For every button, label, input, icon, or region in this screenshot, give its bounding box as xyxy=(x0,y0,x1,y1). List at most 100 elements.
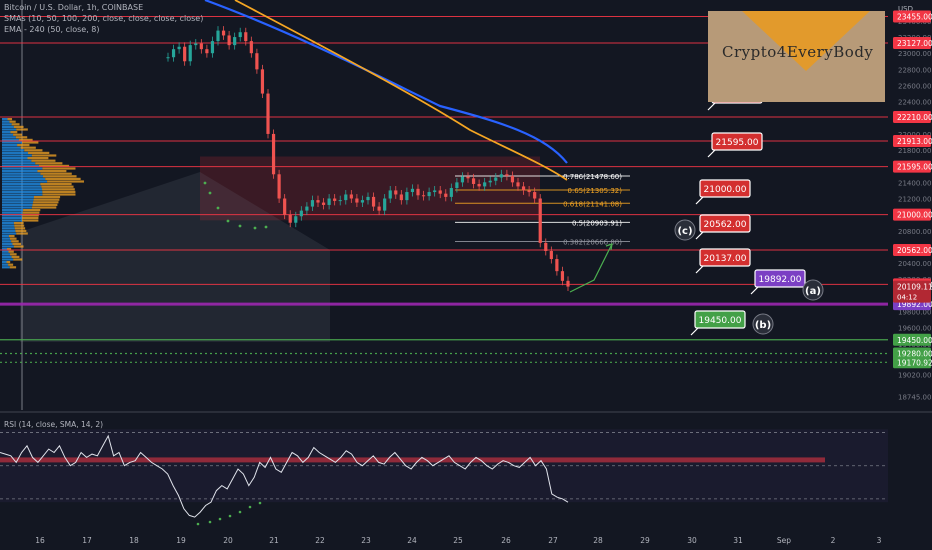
price-axis-tick: 21800.00 xyxy=(898,147,931,155)
time-axis-tick: Sep xyxy=(777,536,791,545)
candle-body xyxy=(499,174,503,178)
wave-label: (a) xyxy=(805,286,821,297)
time-axis-tick: 31 xyxy=(733,536,743,545)
volume-profile-bar xyxy=(2,266,10,269)
candle-body xyxy=(405,192,409,201)
candle-body xyxy=(477,183,481,187)
volume-profile-bar xyxy=(33,198,60,201)
candle-body xyxy=(416,188,420,196)
price-axis-label-bg xyxy=(893,36,931,49)
fib-level-label: 0.382(20666.80) xyxy=(563,239,622,247)
volume-profile-bar xyxy=(45,177,81,180)
volume-profile-bar xyxy=(2,250,9,253)
callout-box xyxy=(694,310,746,329)
volume-profile-bar xyxy=(2,242,13,245)
volume-profile-bar xyxy=(2,170,38,173)
candle-body xyxy=(177,46,181,50)
time-axis-tick: 20 xyxy=(223,536,233,545)
candle-body xyxy=(310,200,315,207)
candle-body xyxy=(538,198,542,243)
candle-body xyxy=(433,190,437,193)
divergence-dot xyxy=(264,225,268,229)
candle-body xyxy=(216,30,220,42)
price-axis-label: 21000.00 xyxy=(897,211,932,220)
callout-box xyxy=(699,248,751,267)
candle-body xyxy=(394,190,398,195)
watermark-text: Crypto4EveryBody xyxy=(722,43,874,61)
volume-profile-bar xyxy=(38,164,70,167)
price-layer xyxy=(166,0,613,293)
candle-body xyxy=(488,180,492,183)
volume-profile-bar xyxy=(2,138,19,141)
candle-body xyxy=(427,192,431,197)
price-axis-label: 23455.00 xyxy=(897,12,932,21)
price-axis-tick: 19800.00 xyxy=(898,309,931,317)
volume-profile-bar xyxy=(2,157,28,160)
volume-profile-bar xyxy=(2,227,15,230)
price-axis-label-bg xyxy=(893,244,931,257)
volume-profile-bar xyxy=(11,123,20,126)
time-axis-tick: 18 xyxy=(129,536,139,545)
price-axis-label: 19280.00 xyxy=(897,349,932,358)
volume-profile-bar xyxy=(11,255,20,258)
volume-profile-bar xyxy=(12,242,22,245)
time-axis-tick: 29 xyxy=(640,536,650,545)
volume-profile-bar xyxy=(2,183,41,186)
candle-body xyxy=(388,190,392,199)
volume-profile-bar xyxy=(42,188,75,191)
candle-body xyxy=(233,37,237,46)
current-price-label: 20109.11 xyxy=(897,283,932,292)
volume-profile-bar xyxy=(13,222,24,225)
volume-profile-bar xyxy=(2,255,12,258)
projection-arrowhead xyxy=(605,243,613,251)
candle-body xyxy=(544,242,548,251)
volume-profile-bar xyxy=(2,149,25,152)
price-axis-label-bg xyxy=(893,208,931,221)
callout-text: 19450.00 xyxy=(699,316,742,326)
volume-profile-bar xyxy=(27,157,49,160)
candle-body xyxy=(338,200,342,202)
ema-indicator-label: EMA - 240 (50, close, 8) xyxy=(4,25,100,34)
volume-profile-bar xyxy=(43,175,77,178)
candle-body xyxy=(244,32,248,42)
divergence-dot xyxy=(208,191,212,195)
volume-profile-bar xyxy=(2,261,7,264)
volume-profile-bar xyxy=(8,263,14,266)
candle-body xyxy=(360,200,365,203)
volume-profile-bar xyxy=(2,232,17,235)
volume-profile-bar xyxy=(16,128,28,131)
volume-profile-bar xyxy=(32,203,58,206)
volume-profile-bar xyxy=(42,193,76,196)
sma-indicator-label: SMAs (10, 50, 100, 200, close, close, cl… xyxy=(4,14,204,23)
volume-profile-bar xyxy=(2,229,16,232)
candle-body xyxy=(194,43,198,46)
candle-body xyxy=(527,190,531,193)
volume-profile-bar xyxy=(33,196,61,199)
time-axis-tick: 23 xyxy=(361,536,371,545)
volume-profile-bar xyxy=(31,159,56,162)
rsi-pane: RSI (14, close, SMA, 14, 2)80.0060.0040.… xyxy=(0,413,918,526)
volume-profile-bar xyxy=(2,219,23,222)
candle-body xyxy=(560,271,565,281)
price-axis-tick: 22600.00 xyxy=(898,82,931,90)
volume-profile-bar xyxy=(42,167,76,170)
time-axis-tick: 27 xyxy=(548,536,558,545)
rsi-divergence-dot xyxy=(196,522,200,526)
price-axis-tick: 23000.00 xyxy=(898,50,931,58)
ema-orange-line xyxy=(234,0,568,181)
candle-body xyxy=(249,41,253,54)
candle-body xyxy=(227,35,231,46)
volume-profile-bar xyxy=(17,144,30,147)
price-axis-label: 19170.92 xyxy=(897,358,932,367)
price-axis-tick: 18745.00 xyxy=(898,394,931,402)
wave-label-circle xyxy=(752,313,774,335)
price-axis-tick: 22400.00 xyxy=(898,99,931,107)
volume-profile-bar xyxy=(2,123,12,126)
price-axis-tick: 22000.00 xyxy=(898,131,931,139)
candle-body xyxy=(305,206,309,211)
candle-body xyxy=(549,250,553,260)
volume-profile-bar xyxy=(2,222,14,225)
callout-text: 21595.00 xyxy=(716,138,759,148)
price-axis-tick: 21200.00 xyxy=(898,196,931,204)
volume-profile-bar xyxy=(31,206,57,209)
